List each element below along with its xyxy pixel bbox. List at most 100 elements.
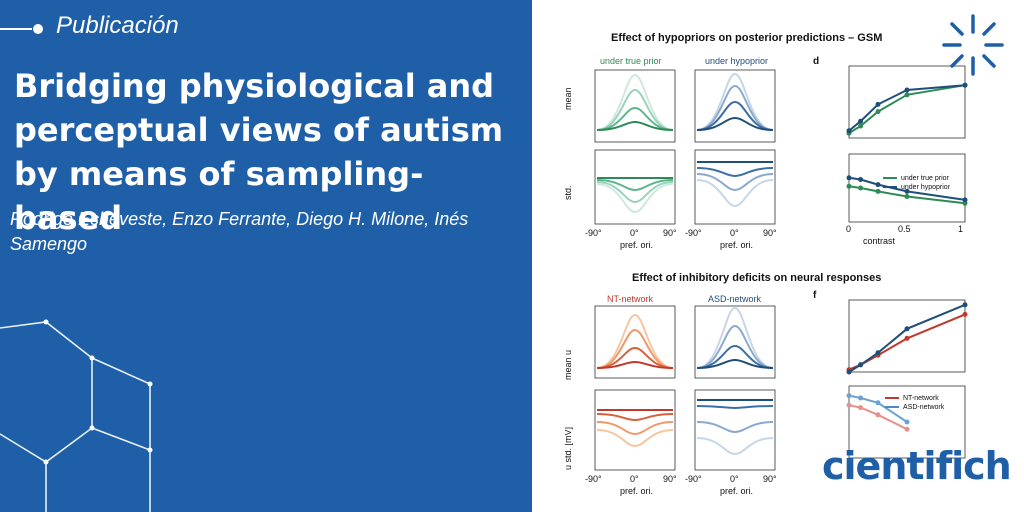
legend-d-1: under hypoprior — [901, 184, 951, 191]
xtick-a-0: -90° — [585, 228, 602, 238]
ylabel-std-u: u std. [mV] — [565, 427, 573, 470]
panel-letter-f: f — [813, 290, 817, 301]
xtick-e2-2: 90° — [763, 474, 777, 484]
frame-d-mean — [848, 65, 966, 139]
chart-d-std — [846, 175, 968, 206]
data-point-2-1-2 — [875, 350, 881, 356]
data-point-1-1-3 — [904, 188, 910, 194]
data-point-0-1-0 — [846, 128, 852, 134]
series-line-3-0 — [848, 404, 908, 431]
xtick-b-1: 0° — [730, 228, 739, 238]
series-line-3-1 — [848, 394, 908, 423]
figure-panel — [532, 0, 1024, 512]
data-point-0-0-3 — [904, 92, 910, 98]
frame-e1-mean — [594, 305, 676, 379]
starburst-logo-icon — [942, 14, 1004, 76]
data-point-2-1-1 — [858, 362, 864, 368]
chart-f-std — [846, 393, 910, 432]
tuning-curves-b — [696, 72, 774, 208]
frame-b-std — [694, 149, 776, 225]
tuning-curves-e1 — [596, 313, 674, 448]
data-point-1-0-0 — [846, 183, 852, 189]
data-point-2-1-3 — [904, 326, 910, 332]
xlabel-pref-e1: pref. ori. — [620, 486, 653, 496]
data-point-3-0-0 — [846, 402, 852, 408]
data-point-1-1-1 — [858, 177, 864, 182]
xtick-b-0: -90° — [685, 228, 702, 238]
data-point-2-0-4 — [962, 311, 968, 317]
xtick-a-2: 90° — [663, 228, 677, 238]
data-point-2-1-4 — [962, 302, 968, 308]
data-point-3-0-3 — [904, 426, 910, 432]
xtick-b-2: 90° — [763, 228, 777, 238]
ylabel-mean-u: mean u — [565, 350, 573, 380]
data-point-2-0-3 — [904, 335, 910, 341]
legend-f-0: NT-network — [903, 395, 939, 402]
data-point-0-1-3 — [904, 87, 910, 93]
frame-a-mean — [594, 69, 676, 143]
ctick-1: 0.5 — [898, 224, 911, 234]
panel-e1-title: NT-network — [607, 294, 654, 304]
data-point-0-1-2 — [875, 101, 881, 107]
xtick-e2-1: 0° — [730, 474, 739, 484]
tag-line — [0, 28, 32, 30]
data-point-2-1-0 — [846, 369, 852, 375]
data-point-0-0-2 — [875, 109, 881, 115]
data-point-1-0-1 — [858, 185, 864, 191]
xtick-e1-1: 0° — [630, 474, 639, 484]
frame-b-mean — [694, 69, 776, 143]
xtick-e1-0: -90° — [585, 474, 602, 484]
publication-tag: Publicación — [56, 12, 179, 39]
panel-a-title: under true prior — [600, 56, 662, 66]
hexagon-network-graphic — [0, 319, 153, 512]
frame-e2-std — [694, 389, 776, 471]
ctick-0: 0 — [846, 224, 851, 234]
xlabel-pref-a: pref. ori. — [620, 240, 653, 250]
data-point-3-0-2 — [875, 412, 881, 418]
xlabel-pref-e2: pref. ori. — [720, 486, 753, 496]
panel-e2-title: ASD-network — [708, 294, 762, 304]
article-title: Bridging physiological and perceptual vi… — [14, 67, 504, 237]
data-point-0-1-1 — [858, 118, 864, 124]
tag-dot — [33, 24, 43, 34]
xtick-a-1: 0° — [630, 228, 639, 238]
frame-f-std — [848, 385, 966, 459]
xtick-e2-0: -90° — [685, 474, 702, 484]
article-authors: Rodrigo Echeveste, Enzo Ferrante, Diego … — [10, 209, 469, 254]
data-point-3-1-2 — [875, 400, 881, 406]
xlabel-pref-b: pref. ori. — [720, 240, 753, 250]
data-point-1-1-4 — [962, 197, 968, 203]
brand-logo: cientifich — [822, 444, 1012, 488]
data-point-3-0-1 — [858, 405, 864, 411]
data-point-0-0-1 — [858, 123, 864, 129]
xlabel-contrast: contrast — [863, 236, 896, 246]
frame-f-mean — [848, 299, 966, 373]
data-point-1-0-2 — [875, 188, 881, 194]
frame-a-std — [594, 149, 676, 225]
tuning-curves-e2 — [696, 306, 774, 456]
figure-top-title: Effect of hypopriors on posterior predic… — [611, 32, 883, 44]
data-point-1-1-2 — [875, 182, 881, 188]
chart-d-mean — [846, 82, 968, 136]
ctick-2: 1 — [958, 224, 963, 234]
ylabel-std: std. — [565, 185, 573, 200]
data-point-1-1-0 — [846, 175, 852, 181]
tuning-curves-a — [596, 73, 674, 214]
figure-bottom-title: Effect of inhibitory deficits on neural … — [632, 272, 882, 284]
ylabel-mean: mean — [565, 87, 573, 110]
frame-e1-std — [594, 389, 676, 471]
panel-b-title: under hypoprior — [705, 56, 768, 66]
xtick-e1-2: 90° — [663, 474, 677, 484]
panel-letter-d: d — [813, 56, 819, 67]
data-point-0-1-4 — [962, 82, 968, 88]
data-point-3-1-3 — [904, 419, 910, 425]
legend-f-1: ASD-network — [903, 404, 945, 411]
chart-f-mean — [846, 302, 968, 375]
data-point-3-1-1 — [858, 395, 864, 401]
legend-d-0: under true prior — [901, 175, 950, 182]
left-panel: Publicación Bridging physiological and p… — [0, 0, 532, 512]
data-point-3-1-0 — [846, 393, 852, 399]
data-point-1-0-3 — [904, 194, 910, 199]
figure-panels: under true prior under hypoprior d NT-ne… — [565, 56, 968, 496]
frame-e2-mean — [694, 305, 776, 379]
